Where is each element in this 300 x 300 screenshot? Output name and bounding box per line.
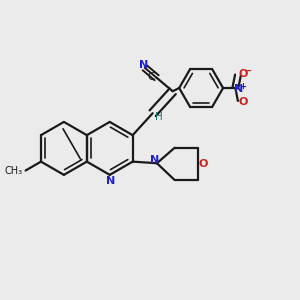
Text: N: N xyxy=(150,155,159,165)
Text: CH₃: CH₃ xyxy=(4,166,22,176)
Text: H: H xyxy=(154,112,162,122)
Text: N: N xyxy=(140,60,149,70)
Text: −: − xyxy=(244,66,252,76)
Text: O: O xyxy=(198,159,208,169)
Text: +: + xyxy=(239,82,246,91)
Text: O: O xyxy=(238,70,248,80)
Text: C: C xyxy=(148,72,155,82)
Text: O: O xyxy=(238,97,248,106)
Text: N: N xyxy=(234,84,243,94)
Text: N: N xyxy=(106,176,115,186)
